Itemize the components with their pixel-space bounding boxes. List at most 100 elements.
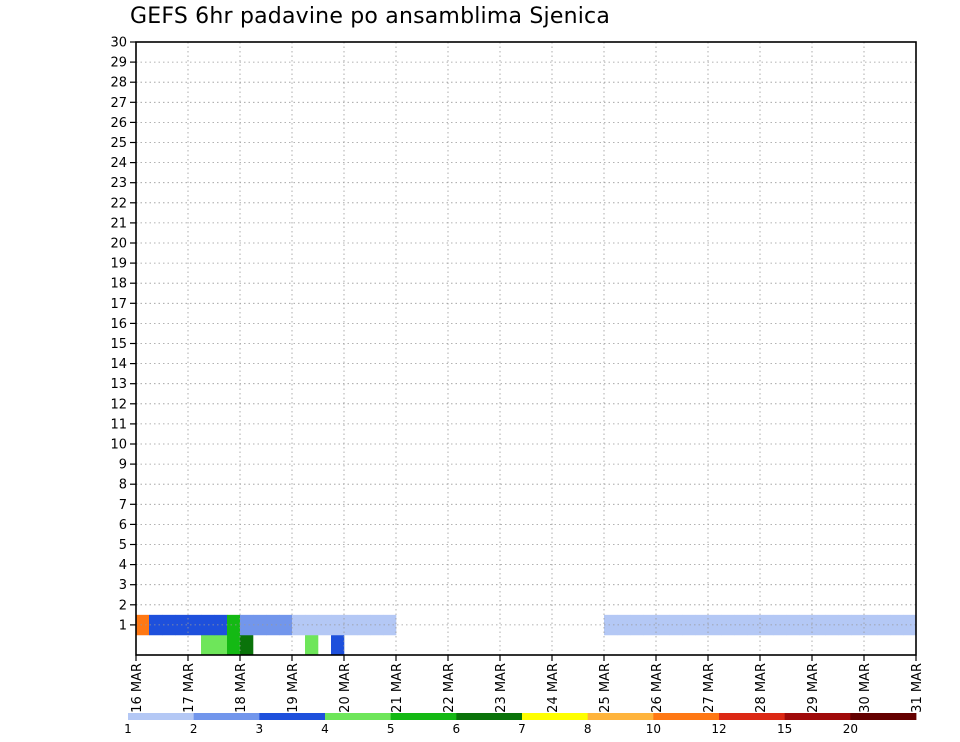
x-tick-label: 26 MAR bbox=[650, 663, 665, 713]
y-tick-label: 30 bbox=[110, 36, 127, 51]
heatmap-cell bbox=[240, 634, 254, 656]
heatmap-cell bbox=[201, 614, 215, 636]
legend-swatch bbox=[456, 713, 523, 720]
legend-label: 20 bbox=[843, 722, 858, 736]
legend-label: 1 bbox=[124, 722, 132, 736]
y-tick-label: 6 bbox=[119, 518, 127, 533]
x-tick-label: 31 MAR bbox=[910, 663, 925, 713]
x-tick-label: 19 MAR bbox=[286, 663, 301, 713]
y-tick-label: 9 bbox=[119, 458, 127, 473]
y-tick-label: 18 bbox=[110, 277, 127, 292]
y-tick-label: 19 bbox=[110, 257, 127, 272]
y-tick-label: 17 bbox=[110, 297, 127, 312]
x-tick-label: 28 MAR bbox=[754, 663, 769, 713]
heatmap-cell bbox=[695, 614, 709, 636]
x-tick-label: 29 MAR bbox=[806, 663, 821, 713]
heatmap-cell bbox=[903, 614, 917, 636]
heatmap-cell bbox=[734, 614, 748, 636]
y-tick-label: 8 bbox=[119, 478, 127, 493]
grid-lines bbox=[136, 41, 916, 655]
heatmap-cell bbox=[786, 614, 800, 636]
heatmap-cell bbox=[227, 634, 241, 656]
heatmap-cell bbox=[838, 614, 852, 636]
legend-swatch bbox=[128, 713, 195, 720]
y-tick-label: 10 bbox=[110, 438, 127, 453]
heatmap-cell bbox=[331, 614, 345, 636]
heatmap-cell bbox=[305, 634, 319, 656]
y-tick-label: 23 bbox=[110, 176, 127, 191]
heatmap-cell bbox=[214, 634, 228, 656]
y-tick-label: 16 bbox=[110, 317, 127, 332]
x-tick-label: 18 MAR bbox=[234, 663, 249, 713]
y-axis: 1234567891011121314151617181920212223242… bbox=[110, 36, 136, 633]
y-tick-label: 13 bbox=[110, 377, 127, 392]
y-tick-label: 21 bbox=[110, 216, 127, 231]
heatmap-cell bbox=[370, 614, 384, 636]
y-tick-label: 4 bbox=[119, 558, 127, 573]
chart-title: GEFS 6hr padavine po ansamblima Sjenica bbox=[130, 4, 611, 29]
legend-label: 12 bbox=[711, 722, 726, 736]
y-tick-label: 28 bbox=[110, 76, 127, 91]
legend-swatch bbox=[522, 713, 589, 720]
x-tick-label: 21 MAR bbox=[390, 663, 405, 713]
y-tick-label: 22 bbox=[110, 196, 127, 211]
legend-swatch bbox=[390, 713, 457, 720]
heatmap-cell bbox=[383, 614, 397, 636]
legend-label: 3 bbox=[256, 722, 264, 736]
heatmap-cell bbox=[240, 614, 254, 636]
legend-swatch bbox=[587, 713, 654, 720]
x-tick-label: 16 MAR bbox=[130, 663, 145, 713]
plot-frame bbox=[135, 41, 917, 656]
heatmap-cell bbox=[669, 614, 683, 636]
x-tick-label: 20 MAR bbox=[338, 663, 353, 713]
legend-swatch bbox=[193, 713, 260, 720]
heatmap-cell bbox=[344, 614, 358, 636]
heatmap-cell bbox=[708, 614, 722, 636]
heatmap-cell bbox=[214, 614, 228, 636]
x-axis: 16 MAR 17 MAR 18 MAR 19 MAR 20 MAR 21 MAR 22 M… bbox=[130, 655, 925, 713]
heatmap-cell bbox=[799, 614, 813, 636]
legend-label: 4 bbox=[321, 722, 329, 736]
x-tick-label: 25 MAR bbox=[598, 663, 613, 713]
heatmap-cell bbox=[136, 614, 150, 636]
heatmap-cell bbox=[331, 634, 345, 656]
x-tick-label: 30 MAR bbox=[858, 663, 873, 713]
heatmap-cell bbox=[721, 614, 735, 636]
legend-label: 5 bbox=[387, 722, 395, 736]
y-tick-label: 14 bbox=[110, 357, 127, 372]
heatmap-cell bbox=[253, 614, 267, 636]
y-tick-label: 29 bbox=[110, 56, 127, 71]
x-tick-label: 27 MAR bbox=[702, 663, 717, 713]
y-tick-label: 15 bbox=[110, 337, 127, 352]
heatmap-cell bbox=[617, 614, 631, 636]
y-tick-label: 7 bbox=[119, 498, 127, 513]
x-tick-label: 17 MAR bbox=[182, 663, 197, 713]
legend-label: 8 bbox=[584, 722, 592, 736]
legend-swatch bbox=[325, 713, 392, 720]
heatmap-cell bbox=[604, 614, 618, 636]
x-tick-label: 22 MAR bbox=[442, 663, 457, 713]
heatmap-cell bbox=[812, 614, 826, 636]
y-tick-label: 26 bbox=[110, 116, 127, 131]
y-tick-label: 12 bbox=[110, 397, 127, 412]
y-tick-label: 1 bbox=[119, 618, 127, 633]
heatmap-cell bbox=[682, 614, 696, 636]
heatmap-cell bbox=[227, 614, 241, 636]
y-tick-label: 24 bbox=[110, 156, 127, 171]
legend-colorbar: 1 2 3 4 5 6 7 8 10 12 15 20 bbox=[124, 713, 917, 736]
legend-swatch bbox=[784, 713, 851, 720]
heatmap-cell bbox=[851, 614, 865, 636]
legend-swatch bbox=[259, 713, 326, 720]
legend-label: 6 bbox=[453, 722, 461, 736]
heatmap-cells bbox=[136, 614, 917, 656]
legend-label: 15 bbox=[777, 722, 792, 736]
y-tick-label: 3 bbox=[119, 578, 127, 593]
heatmap-cell bbox=[318, 614, 332, 636]
y-tick-label: 2 bbox=[119, 598, 127, 613]
y-tick-label: 11 bbox=[110, 417, 127, 432]
legend-label: 2 bbox=[190, 722, 198, 736]
y-tick-label: 25 bbox=[110, 136, 127, 151]
legend-label: 7 bbox=[518, 722, 526, 736]
x-tick-label: 24 MAR bbox=[546, 663, 561, 713]
